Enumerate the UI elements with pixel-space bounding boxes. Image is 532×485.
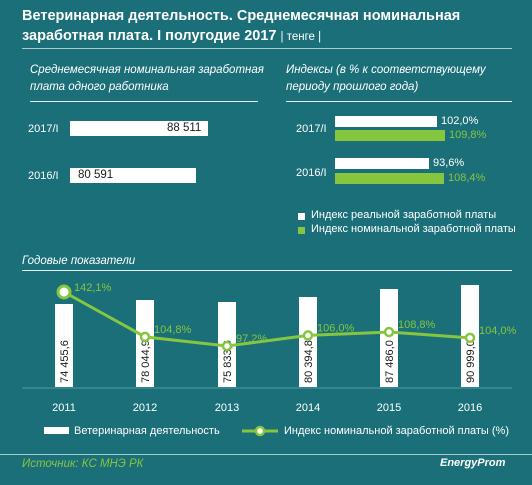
annual-legend-bar-label: Ветеринарная деятельность [74,425,220,437]
annual-bar-label-2014: 80 394,8 [303,340,315,383]
right-real-label-2016: 93,6% [433,157,465,169]
right-nominal-bar-2017 [335,130,445,141]
left-bar-label-2017: 88 511 [167,122,202,134]
right-heading-underline [286,101,512,102]
left-heading-line2: плата одного работника [30,81,169,93]
annual-line-point-2015 [383,326,395,338]
title-divider [22,48,512,49]
annual-xlabel-2012: 2012 [133,402,157,414]
annual-legend-line-label: Индекс номинальной заработной платы (%) [284,425,509,437]
annual-line-label-2013: 97,2% [236,333,267,345]
left-bar-2016 [70,168,196,183]
annual-line-label-2012: 104,8% [154,324,192,336]
annual-bar-label-2016: 90 999,0 [465,340,477,383]
annual-heading-underline [22,270,512,271]
annual-xlabel-2013: 2013 [215,402,239,414]
source-note: Источник: КС МНЭ РК [22,458,144,470]
annual-bar-2015 [380,289,398,387]
annual-bar-label-2012: 78 044,9 [140,340,152,383]
right-chart-heading: Индексы (в % к соответствующему периоду … [286,62,486,96]
annual-bar-2011 [55,304,73,387]
left-chart-heading: Среднемесячная номинальная заработная пл… [30,62,264,96]
annual-bar-2014 [299,297,317,387]
annual-line-label-2011: 142,1% [74,282,112,294]
right-heading-line1: Индексы (в % к соответствующему [286,64,486,76]
annual-line-label-2015: 108,8% [398,319,436,331]
right-heading-line2: периоду прошлого года) [286,81,419,93]
annual-bar-2012 [136,300,154,387]
annual-xlabel-2011: 2011 [52,402,76,414]
page-title: Ветеринарная деятельность. Среднемесячна… [22,6,492,47]
left-bar-2017 [70,121,208,136]
annual-line-point-2011 [56,284,72,300]
right-real-label-2017: 102,0% [441,115,479,127]
left-bar-label-2016: 80 591 [78,169,114,181]
left-heading-underline [30,101,258,102]
right-nominal-bar-2016 [335,173,444,184]
annual-xlabel-2014: 2014 [296,402,320,414]
legend-nominal-swatch [298,227,305,234]
title-text: Ветеринарная деятельность. Среднемесячна… [22,8,461,44]
annual-xlabel-2015: 2015 [377,402,401,414]
annual-line-point-2016 [464,332,476,344]
annual-line-point-2013 [221,340,233,352]
right-nominal-label-2016: 108,4% [448,172,486,184]
annual-heading: Годовые показатели [22,255,136,267]
annual-bar-label-2013: 75 833,6 [222,340,234,383]
annual-index-line [63,290,471,348]
left-heading-line1: Среднемесячная номинальная заработная [30,64,264,76]
right-real-bar-2017 [335,116,437,127]
right-ylabel-2017: 2017/I [296,123,327,135]
annual-legend-bar-swatch [44,427,69,434]
brand-logo: EnergyProm [440,457,506,469]
right-ylabel-2016: 2016/I [296,167,327,179]
footer-divider [0,454,532,455]
legend-nominal-label: Индекс номинальной заработной платы [311,223,516,235]
annual-legend-line-marker [254,425,266,437]
annual-line-label-2016: 104,0% [479,325,517,337]
annual-xlabel-2016: 2016 [458,402,482,414]
annual-chart: 74 455,6 78 044,9 75 833,6 80 394,8 87 486,0… [22,282,517,437]
legend-real-label: Индекс реальной заработной платы [311,209,497,221]
left-ylabel-2017: 2017/I [28,123,59,135]
annual-bar-label-2015: 87 486,0 [384,340,396,383]
unit-label: | тенге | [280,31,322,43]
right-nominal-label-2017: 109,8% [449,129,487,141]
annual-bar-label-2011: 74 455,6 [59,340,71,383]
left-ylabel-2016: 2016/I [28,170,59,182]
annual-line-point-2012 [139,331,151,343]
legend-real-swatch [298,213,305,220]
annual-line-point-2014 [302,330,314,341]
right-real-bar-2016 [335,158,429,169]
annual-line-label-2014: 106,0% [317,322,355,334]
